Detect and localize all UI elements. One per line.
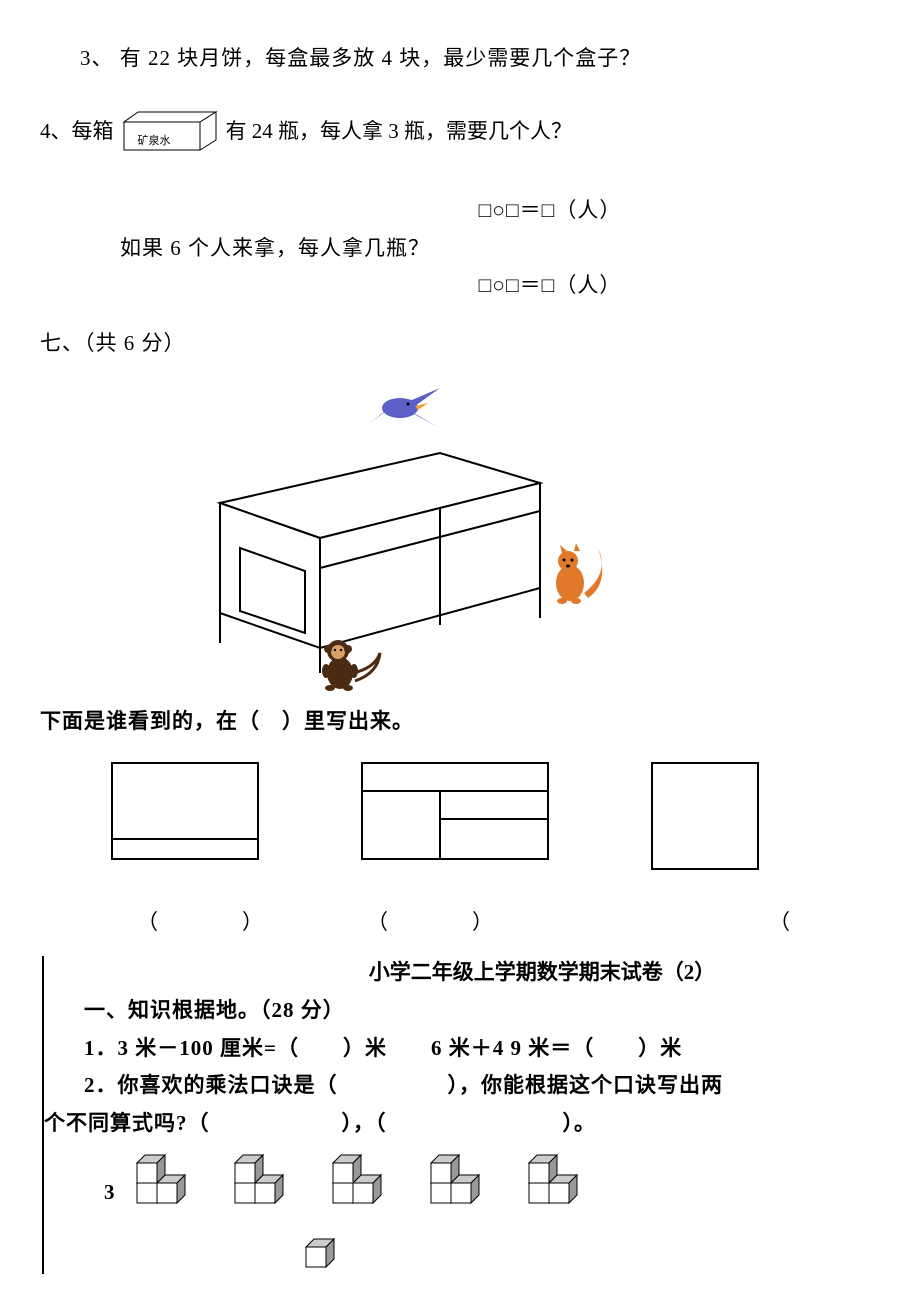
single-cube	[84, 1235, 880, 1274]
squirrel-icon	[556, 543, 602, 604]
cube-group-5	[527, 1149, 597, 1205]
paper2-section: 小学二年级上学期数学期末试卷（2） 一、知识根据地。（28 分） 1．3 米－1…	[42, 956, 880, 1274]
paren1: （ ）	[110, 906, 290, 936]
paren2: （ ）	[290, 906, 570, 936]
q4-num: 4、每箱	[40, 115, 114, 145]
paper2-q2b: 个不同算式吗?（ ），（ ）。	[44, 1105, 880, 1143]
q3-line: 3、 有 22 块月饼，每盒最多放 4 块，最少需要几个盒子？	[40, 40, 880, 78]
q4-line: 4、每箱 矿泉水 有 24 瓶，每人拿 3 瓶，需要几个人？	[40, 108, 880, 152]
water-box-illustration: 矿泉水	[120, 108, 220, 152]
paper2-sec1: 一、知识根据地。（28 分）	[84, 992, 880, 1030]
paper2-title: 小学二年级上学期数学期末试卷（2）	[84, 956, 880, 986]
sec7-prompt: 下面是谁看到的，在（ ）里写出来。	[40, 703, 880, 741]
desk-illustration	[220, 453, 540, 673]
monkey-icon	[322, 640, 380, 691]
q3-num: 3、	[80, 46, 114, 70]
q3-text: 有 22 块月饼，每盒最多放 4 块，最少需要几个盒子？	[120, 46, 642, 70]
paper2-q3num: 3	[84, 1180, 115, 1205]
cube-group-2	[233, 1149, 303, 1205]
cube-group-4	[429, 1149, 499, 1205]
cubes-row	[115, 1149, 597, 1205]
cube-group-3	[331, 1149, 401, 1205]
view-front	[110, 761, 260, 876]
q4-tail: 有 24 瓶，每人拿 3 瓶，需要几个人？	[226, 115, 573, 145]
q4-eq2: □○□＝□（人）	[40, 267, 880, 305]
desk-scene-svg	[140, 373, 640, 693]
cube-group-1	[135, 1149, 205, 1205]
view-top	[650, 761, 760, 876]
sec7-title: 七、（共 6 分）	[40, 325, 880, 363]
view-side	[360, 761, 550, 876]
views-row	[40, 761, 880, 876]
bird-icon	[370, 388, 440, 428]
paper2-q3-row: 3	[84, 1143, 880, 1205]
paper2-q2a: 2．你喜欢的乘法口诀是（ ），你能根据这个口诀写出两	[84, 1067, 880, 1105]
paper2-q1: 1．3 米－100 厘米=（ ）米 6 米＋4 9 米＝（ ）米	[84, 1030, 880, 1068]
q4-sub: 如果 6 个人来拿，每人拿几瓶？	[40, 230, 880, 268]
paren3: （	[570, 906, 790, 936]
paren-row: （ ） （ ） （	[40, 906, 880, 936]
q4-eq1: □○□＝□（人）	[40, 192, 880, 230]
water-box-label: 矿泉水	[138, 132, 171, 148]
desk-scene	[140, 373, 640, 693]
